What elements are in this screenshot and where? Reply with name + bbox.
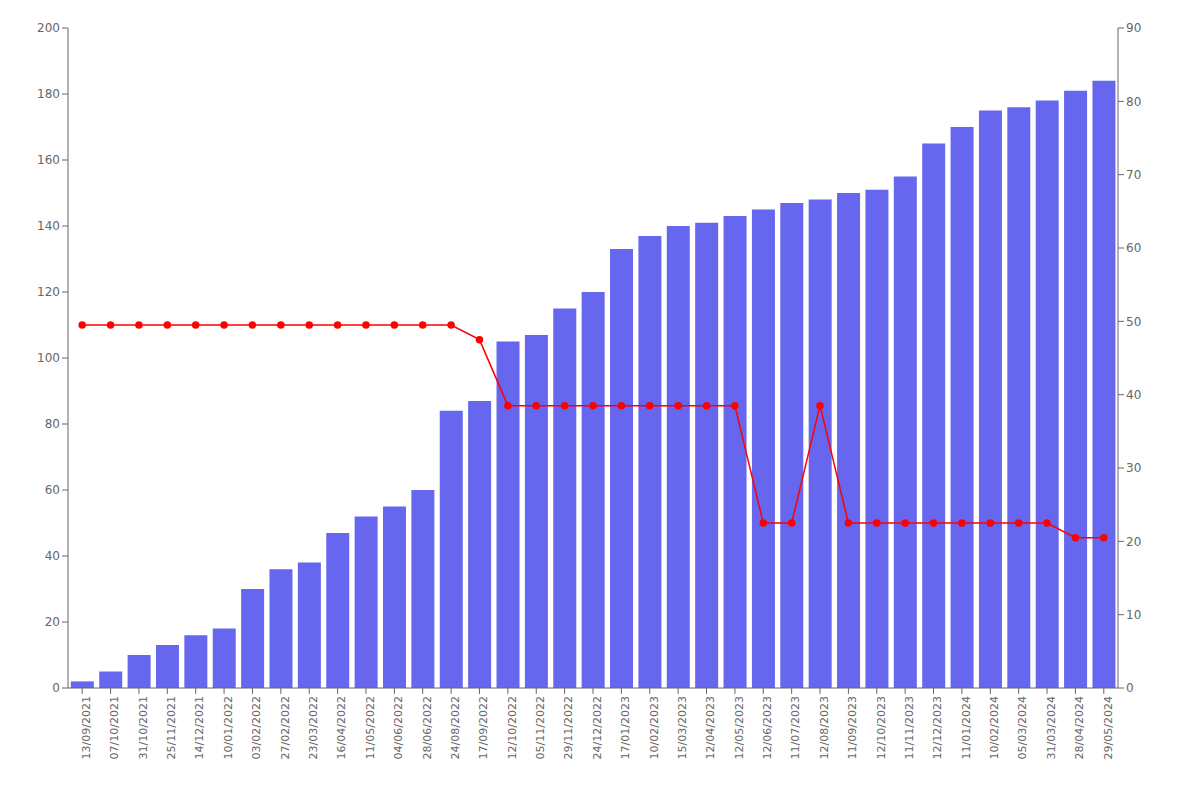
svg-text:16/04/2022: 16/04/2022 (335, 696, 348, 759)
svg-text:80: 80 (45, 417, 60, 431)
svg-text:12/04/2023: 12/04/2023 (704, 696, 717, 759)
svg-text:40: 40 (1126, 388, 1141, 402)
svg-text:20: 20 (1126, 535, 1141, 549)
svg-text:0: 0 (52, 681, 60, 695)
svg-text:29/05/2024: 29/05/2024 (1102, 696, 1115, 759)
svg-text:11/07/2023: 11/07/2023 (789, 696, 802, 759)
svg-text:180: 180 (37, 87, 60, 101)
svg-text:12/08/2023: 12/08/2023 (818, 696, 831, 759)
svg-text:07/10/2021: 07/10/2021 (108, 696, 121, 759)
svg-text:90: 90 (1126, 21, 1141, 35)
svg-text:25/11/2021: 25/11/2021 (165, 696, 178, 759)
svg-text:12/12/2023: 12/12/2023 (931, 696, 944, 759)
svg-text:0: 0 (1126, 681, 1134, 695)
svg-text:200: 200 (37, 21, 60, 35)
svg-text:24/12/2022: 24/12/2022 (591, 696, 604, 759)
svg-text:05/11/2022: 05/11/2022 (534, 696, 547, 759)
svg-text:28/04/2024: 28/04/2024 (1073, 696, 1086, 759)
svg-text:10/02/2023: 10/02/2023 (648, 696, 661, 759)
svg-text:100: 100 (37, 351, 60, 365)
svg-text:12/06/2023: 12/06/2023 (761, 696, 774, 759)
svg-text:60: 60 (45, 483, 60, 497)
svg-text:04/06/2022: 04/06/2022 (392, 696, 405, 759)
svg-text:17/01/2023: 17/01/2023 (619, 696, 632, 759)
svg-text:03/02/2022: 03/02/2022 (250, 696, 263, 759)
svg-text:30: 30 (1126, 461, 1141, 475)
svg-text:10/01/2022: 10/01/2022 (222, 696, 235, 759)
svg-text:11/01/2024: 11/01/2024 (960, 696, 973, 759)
svg-text:12/10/2023: 12/10/2023 (875, 696, 888, 759)
svg-text:10: 10 (1126, 608, 1141, 622)
svg-text:11/05/2022: 11/05/2022 (364, 696, 377, 759)
svg-text:31/10/2021: 31/10/2021 (137, 696, 150, 759)
svg-text:11/11/2023: 11/11/2023 (903, 696, 916, 759)
svg-text:80: 80 (1126, 95, 1141, 109)
svg-text:27/02/2022: 27/02/2022 (279, 696, 292, 759)
svg-text:160: 160 (37, 153, 60, 167)
svg-text:31/03/2024: 31/03/2024 (1045, 696, 1058, 759)
svg-text:29/11/2022: 29/11/2022 (562, 696, 575, 759)
svg-text:20: 20 (45, 615, 60, 629)
svg-text:140: 140 (37, 219, 60, 233)
svg-text:120: 120 (37, 285, 60, 299)
svg-text:24/08/2022: 24/08/2022 (449, 696, 462, 759)
svg-text:12/10/2022: 12/10/2022 (506, 696, 519, 759)
svg-text:10/02/2024: 10/02/2024 (988, 696, 1001, 759)
svg-text:40: 40 (45, 549, 60, 563)
svg-text:12/05/2023: 12/05/2023 (733, 696, 746, 759)
svg-text:70: 70 (1126, 168, 1141, 182)
svg-text:60: 60 (1126, 241, 1141, 255)
svg-text:05/03/2024: 05/03/2024 (1016, 696, 1029, 759)
svg-text:23/03/2022: 23/03/2022 (307, 696, 320, 759)
svg-text:17/09/2022: 17/09/2022 (477, 696, 490, 759)
svg-text:13/09/2021: 13/09/2021 (80, 696, 93, 759)
svg-text:15/03/2023: 15/03/2023 (676, 696, 689, 759)
svg-text:28/06/2022: 28/06/2022 (421, 696, 434, 759)
svg-text:50: 50 (1126, 315, 1141, 329)
svg-text:14/12/2021: 14/12/2021 (194, 696, 207, 759)
svg-text:11/09/2023: 11/09/2023 (846, 696, 859, 759)
